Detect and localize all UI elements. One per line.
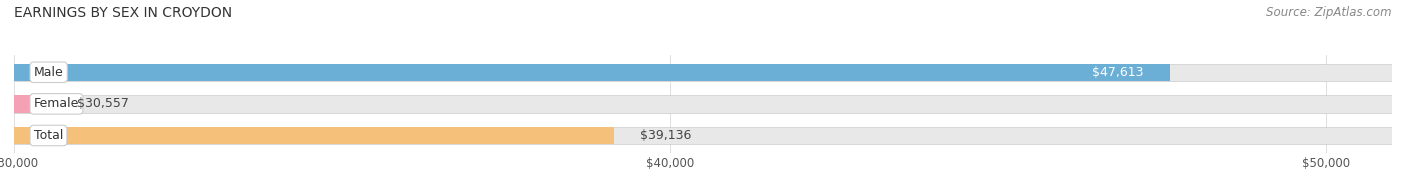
Bar xyxy=(14,95,1392,113)
Text: Source: ZipAtlas.com: Source: ZipAtlas.com xyxy=(1267,6,1392,19)
Bar xyxy=(14,64,1392,81)
Bar xyxy=(14,127,613,144)
Text: $30,557: $30,557 xyxy=(77,97,129,110)
Text: Total: Total xyxy=(34,129,63,142)
Bar xyxy=(14,64,1170,81)
Text: $47,613: $47,613 xyxy=(1092,66,1143,79)
Text: Female: Female xyxy=(34,97,79,110)
Bar xyxy=(14,127,1392,144)
Text: Male: Male xyxy=(34,66,63,79)
Text: EARNINGS BY SEX IN CROYDON: EARNINGS BY SEX IN CROYDON xyxy=(14,6,232,20)
Text: $39,136: $39,136 xyxy=(640,129,692,142)
Bar xyxy=(14,95,51,113)
